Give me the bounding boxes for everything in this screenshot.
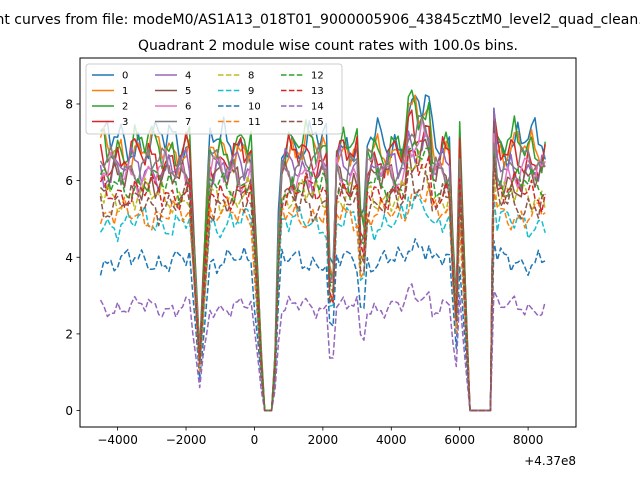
series-line-9 (99, 192, 546, 412)
legend-label-2: 2 (122, 102, 128, 113)
x-tick-label: 0 (251, 433, 259, 447)
y-tick-label: 6 (65, 174, 73, 188)
legend-label-15: 15 (311, 117, 324, 128)
x-tick-label: 8000 (513, 433, 544, 447)
legend-label-4: 4 (185, 71, 191, 82)
series-layer (99, 89, 546, 412)
x-tick-label: −4000 (97, 433, 138, 447)
legend-label-6: 6 (185, 102, 191, 113)
x-offset-label: +4.37e8 (524, 454, 576, 468)
y-tick-label: 2 (65, 327, 73, 341)
y-tick-label: 4 (65, 251, 73, 265)
plot-frame (79, 57, 577, 428)
legend-label-7: 7 (185, 117, 191, 128)
x-tick-label: −2000 (166, 433, 207, 447)
legend-label-0: 0 (122, 71, 128, 82)
axis-layer: −4000 −2000 0 2000 4000 6000 8000 0 2 4 6 8 (65, 97, 543, 447)
legend-label-10: 10 (248, 102, 261, 113)
series-line-11 (99, 182, 546, 412)
series-line-13 (99, 149, 546, 412)
x-tick-label: 6000 (444, 433, 475, 447)
y-tick-label: 0 (65, 404, 73, 418)
x-tick-label: 2000 (308, 433, 339, 447)
legend-label-11: 11 (248, 117, 261, 128)
legend-label-1: 1 (122, 86, 128, 97)
legend-label-9: 9 (248, 86, 254, 97)
y-tick-label: 8 (65, 97, 73, 111)
x-tick-label: 4000 (376, 433, 407, 447)
chart-title: Quadrant 2 module wise count rates with … (138, 38, 518, 54)
legend-label-14: 14 (311, 102, 324, 113)
figure-suptitle: Light curves from file: modeM0/AS1A13_01… (0, 12, 640, 28)
legend-label-12: 12 (311, 71, 324, 82)
legend-label-3: 3 (122, 117, 128, 128)
legend-label-13: 13 (311, 86, 324, 97)
legend-label-5: 5 (185, 86, 191, 97)
series-line-15 (99, 155, 546, 412)
legend-box (85, 63, 343, 135)
legend-label-8: 8 (248, 71, 254, 82)
